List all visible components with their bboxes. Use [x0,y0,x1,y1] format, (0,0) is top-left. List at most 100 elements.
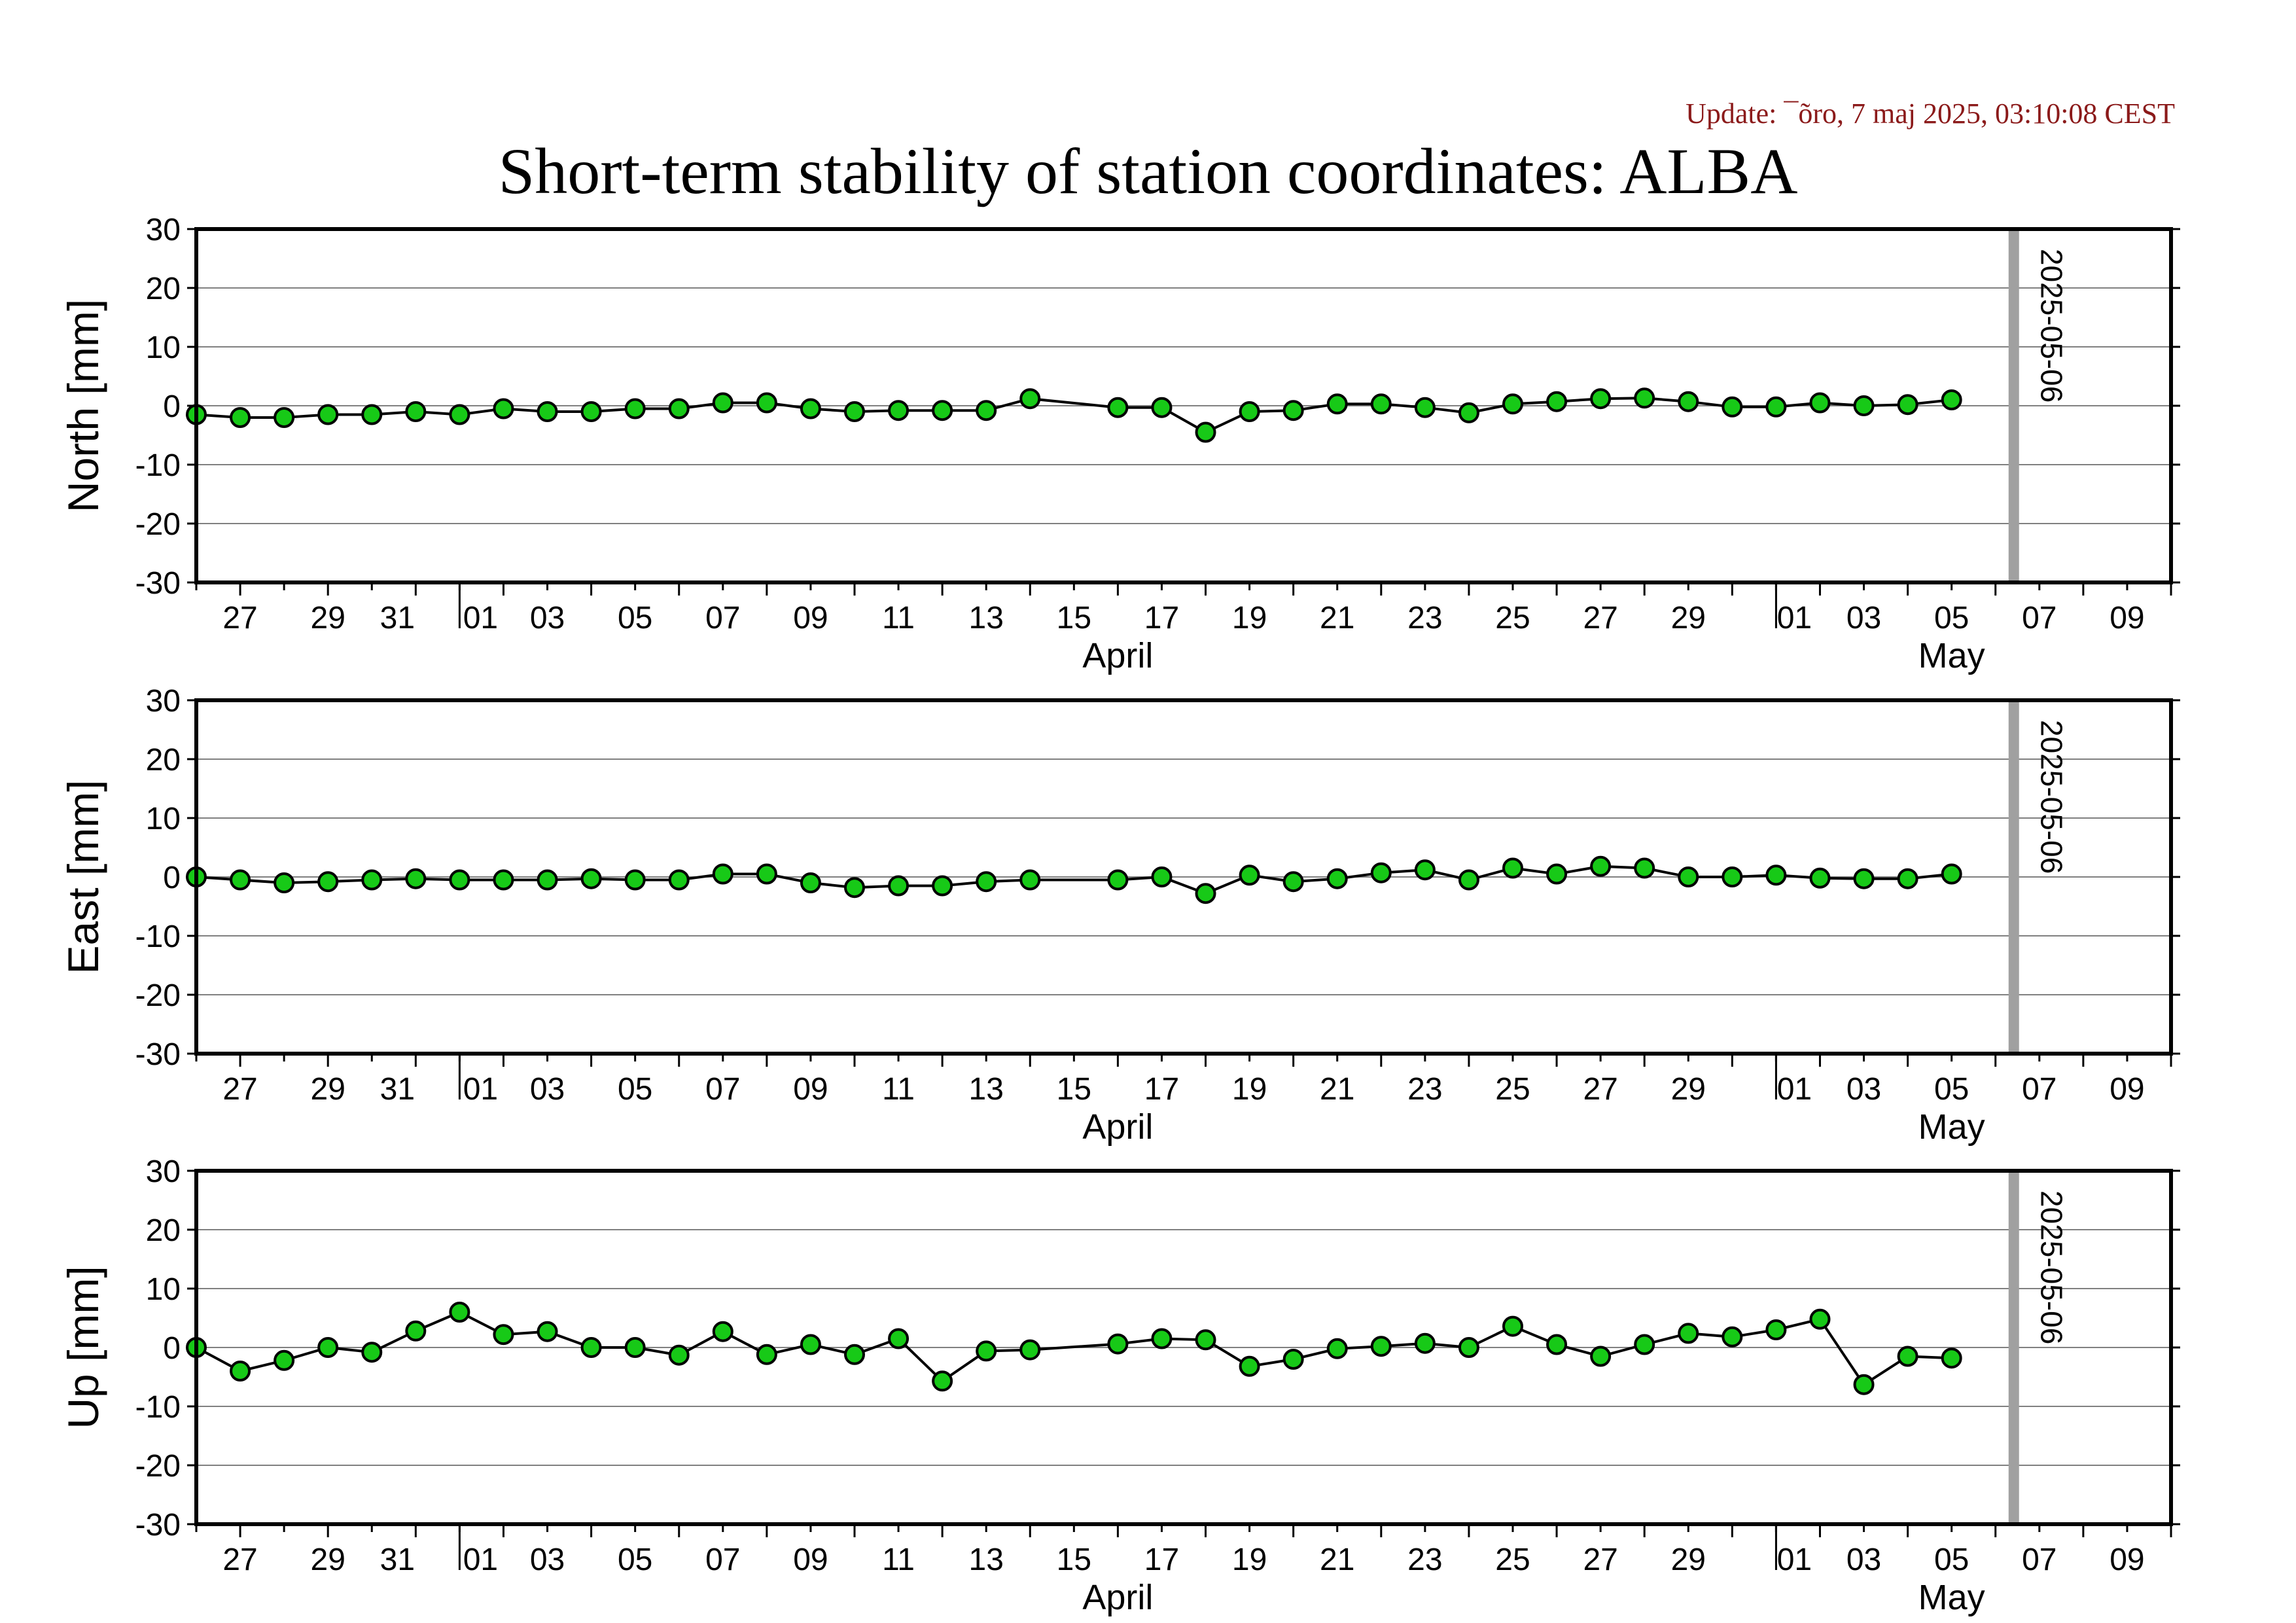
data-point [1458,402,1479,423]
y-tick-label: 0 [163,861,181,895]
data-point [493,398,514,419]
x-tick-label: 07 [2022,1543,2057,1577]
x-tick-label: 27 [1583,601,1617,635]
data-point [1678,866,1699,887]
x-tick-label: 31 [380,601,415,635]
x-tick-label: 17 [1144,1543,1179,1577]
x-tick-label: 21 [1320,601,1354,635]
y-tick-label: 0 [163,389,181,424]
reference-date-label: 2025-05-06 [2035,720,2069,874]
data-point [1151,1328,1173,1349]
data-point [976,1340,997,1362]
data-point [1634,857,1655,879]
data-point [1019,869,1041,891]
y-tick-label: -30 [135,1508,181,1543]
x-tick-label: 09 [793,1072,828,1107]
x-tick-label: 05 [618,1543,652,1577]
data-point [668,398,690,419]
data-point [1326,868,1348,889]
data-point [274,1349,295,1371]
data-point [1897,394,1918,416]
data-point [449,869,470,891]
data-point [1546,863,1568,885]
y-tick-label: -20 [135,507,181,542]
data-point [624,1337,646,1358]
x-month-label: April [1082,1107,1153,1147]
data-point [1722,1326,1743,1347]
x-tick-label: 03 [530,1072,565,1107]
data-point [230,1361,251,1382]
x-tick-label: 07 [2022,601,2057,635]
x-tick-label: 25 [1495,601,1530,635]
series-line [196,865,1952,895]
data-point [932,400,953,421]
plot-frame [194,698,2173,1056]
data-point [624,869,646,891]
y-tick-label: -10 [135,448,181,483]
x-tick-label: 11 [882,1072,915,1107]
x-tick-label: 13 [969,1072,1004,1107]
reference-date-label: 2025-05-06 [2035,1190,2069,1344]
x-month-label: May [1918,1107,1985,1147]
x-tick-label: 29 [1671,1543,1706,1577]
data-point [712,1321,733,1342]
data-point [274,872,295,893]
y-tick-label: -30 [135,566,181,601]
x-tick-label: 07 [705,1072,740,1107]
data-point [580,401,602,422]
data-point [1897,1346,1918,1367]
data-point [888,1328,910,1349]
data-point [1678,1323,1699,1344]
data-point [844,401,865,422]
x-tick-label: 05 [1934,1072,1969,1107]
x-tick-label: 07 [705,1543,740,1577]
data-point [712,392,733,414]
x-tick-label: 31 [380,1072,415,1107]
data-point [1502,393,1523,415]
data-point [1239,401,1260,422]
data-point [1853,1374,1875,1395]
x-tick-label: 01 [463,1072,498,1107]
data-point [361,869,383,891]
data-point [756,392,777,414]
data-point [1458,1337,1479,1358]
x-tick-label: 05 [618,1072,652,1107]
y-tick-label: -20 [135,978,181,1013]
x-tick-label: 11 [882,1543,915,1577]
data-point [1195,883,1216,904]
data-point [1765,865,1787,886]
x-tick-label: 03 [530,1543,565,1577]
data-point [668,869,690,891]
data-point [580,1337,602,1358]
y-tick-label: 10 [146,1272,181,1307]
data-point [1853,868,1875,889]
data-point [1634,1334,1655,1355]
data-point [493,869,514,891]
data-point [1414,397,1436,418]
data-point [756,1344,777,1365]
x-tick-label: 09 [793,601,828,635]
data-point [1282,1349,1304,1370]
x-tick-label: 13 [969,601,1004,635]
data-point [1151,866,1173,887]
data-point [537,1321,558,1342]
x-month-label: May [1918,1578,1985,1617]
data-point [580,868,602,889]
data-point [1502,1315,1523,1337]
plot-frame [194,227,2173,584]
x-tick-label: 07 [705,601,740,635]
x-tick-label: 15 [1057,1543,1091,1577]
x-tick-label: 13 [969,1543,1004,1577]
x-tick-label: 19 [1232,1072,1267,1107]
data-point [1414,859,1436,881]
data-point [932,875,953,897]
x-tick-label: 23 [1407,601,1442,635]
x-tick-label: 03 [530,601,565,635]
data-point [1941,389,1962,410]
data-point [1107,869,1129,891]
data-point [449,404,470,425]
x-tick-label: 03 [1846,1543,1881,1577]
data-point [1590,388,1612,410]
data-point [1678,391,1699,412]
x-tick-label: 21 [1320,1072,1354,1107]
